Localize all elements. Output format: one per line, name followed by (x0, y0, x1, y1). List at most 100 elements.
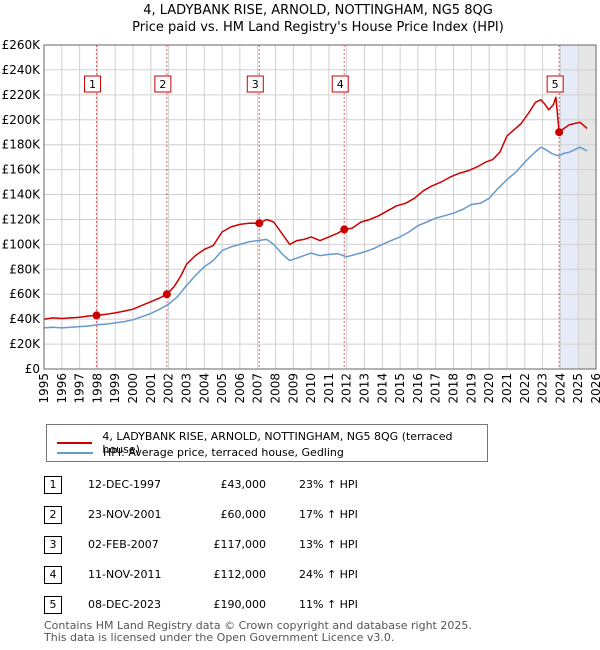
series-lines (43, 96, 588, 329)
sale-price: £60,000 (220, 508, 267, 521)
sale-number: 5 (44, 596, 62, 614)
hpi-line (43, 146, 588, 329)
sale-row: 1 12-DEC-1997 £43,000 23% ↑ HPI (44, 476, 564, 494)
footer-licence: This data is licensed under the Open Gov… (44, 631, 395, 644)
chart-subtitle: Price paid vs. HM Land Registry's House … (132, 20, 504, 35)
x-tick-label: 1997 (73, 373, 87, 404)
sale-number: 2 (44, 506, 62, 524)
sale-number-labels: 1 2 3 4 5 (84, 75, 564, 93)
sale-label-number: 4 (337, 78, 344, 91)
x-tick-label: 2022 (518, 373, 532, 404)
x-tick-label: 2013 (358, 373, 372, 404)
x-tick-label: 2005 (215, 373, 229, 404)
x-tick-label: 2011 (322, 373, 336, 404)
x-tick-label: 2008 (268, 373, 282, 404)
y-axis-ticks: £0 £20K £40K £60K £80K £100K £120K £140K £160K £1… (2, 38, 42, 376)
x-tick-label: 2002 (162, 373, 176, 404)
legend-hpi-swatch (57, 451, 93, 454)
x-tick-label: 2026 (589, 373, 600, 404)
sale-point (255, 219, 264, 228)
sale-label-box (84, 75, 102, 93)
x-tick-label: 2000 (126, 373, 140, 404)
sale-date: 11-NOV-2011 (88, 568, 162, 581)
x-tick-label: 2001 (144, 373, 158, 404)
x-tick-label: 2024 (553, 373, 567, 404)
plot-background (44, 45, 596, 369)
sale-row: 4 11-NOV-2011 £112,000 24% ↑ HPI (44, 566, 564, 584)
x-tick-label: 2021 (500, 373, 514, 404)
sale-row: 3 02-FEB-2007 £117,000 13% ↑ HPI (44, 536, 564, 554)
x-tick-label: 2017 (429, 373, 443, 404)
y-tick-label: £220K (2, 88, 42, 102)
x-tick-label: 1998 (90, 373, 104, 404)
legend-hpi-label: HPI: Average price, terraced house, Gedl… (103, 446, 344, 459)
sale-point (92, 311, 101, 320)
plot-area (44, 45, 596, 369)
y-tick-label: £180K (2, 138, 42, 152)
forecast-shading (577, 45, 596, 369)
sale-row: 5 08-DEC-2023 £190,000 11% ↑ HPI (44, 596, 564, 614)
property-price-line (43, 96, 588, 320)
x-tick-label: 2015 (393, 373, 407, 404)
plot-border (43, 44, 597, 370)
x-tick-label: 2003 (179, 373, 193, 404)
sale-point (162, 290, 171, 299)
x-tick-label: 2018 (447, 373, 461, 404)
sale-price: £43,000 (220, 478, 267, 491)
x-tick-label: 1999 (108, 373, 122, 404)
x-tick-label: 2025 (571, 373, 585, 404)
y-tick-label: £60K (9, 287, 41, 301)
footer: Contains HM Land Registry data © Crown c… (44, 620, 472, 644)
legend-property-swatch (57, 442, 93, 444)
x-tick-label: 2020 (482, 373, 496, 404)
x-tick-label: 2004 (197, 373, 211, 404)
x-tick-label: 1995 (37, 373, 51, 404)
x-tick-label: 2009 (286, 373, 300, 404)
x-tick-label: 2019 (464, 373, 478, 404)
x-tick-label: 2012 (340, 373, 354, 404)
y-tick-label: £140K (2, 188, 42, 202)
sale-number: 1 (44, 476, 62, 494)
sale-label-number: 2 (159, 78, 166, 91)
sale-date: 12-DEC-1997 (88, 478, 162, 491)
x-tick-label: 2007 (251, 373, 265, 404)
sale-label-number: 1 (89, 78, 96, 91)
sale-hpi-diff: 24% ↑ HPI (299, 568, 358, 581)
sale-label-box (331, 75, 349, 93)
sale-label-number: 5 (552, 78, 559, 91)
sale-hpi-diff: 17% ↑ HPI (299, 508, 358, 521)
y-tick-label: £100K (2, 237, 42, 251)
sale-price: £117,000 (213, 538, 267, 551)
x-axis-ticks: 1995 1996 1997 1998 1999 2000 2001 2002 2003 2004… (37, 373, 600, 404)
footer-copyright: Contains HM Land Registry data © Crown c… (44, 619, 472, 632)
sale-label-number: 3 (252, 78, 259, 91)
chart-title: 4, LADYBANK RISE, ARNOLD, NOTTINGHAM, NG… (143, 3, 493, 18)
y-tick-label: £160K (2, 163, 42, 177)
sale-price: £190,000 (213, 598, 267, 611)
x-tick-label: 2006 (233, 373, 247, 404)
sale-label-box (246, 75, 264, 93)
legend: 4, LADYBANK RISE, ARNOLD, NOTTINGHAM, NG… (46, 424, 488, 462)
legend-property-label: 4, LADYBANK RISE, ARNOLD, NOTTINGHAM, NG… (102, 430, 453, 456)
sale-date: 02-FEB-2007 (88, 538, 159, 551)
x-tick-label: 2010 (304, 373, 318, 404)
sale-number: 3 (44, 536, 62, 554)
sale-point (555, 128, 564, 137)
price-chart: 4, LADYBANK RISE, ARNOLD, NOTTINGHAM, NG… (2, 3, 600, 404)
recent-sale-shading (559, 45, 578, 369)
sale-shading (559, 45, 596, 369)
sale-date: 08-DEC-2023 (88, 598, 162, 611)
sale-hpi-diff: 23% ↑ HPI (299, 478, 358, 491)
legend-item-hpi: HPI: Average price, terraced house, Gedl… (57, 446, 344, 459)
y-tick-label: £240K (2, 63, 42, 77)
sale-hpi-diff: 13% ↑ HPI (299, 538, 358, 551)
sale-label-box (154, 75, 172, 93)
x-tick-label: 2016 (411, 373, 425, 404)
sale-number: 4 (44, 566, 62, 584)
y-tick-label: £260K (2, 38, 42, 52)
sale-hpi-diff: 11% ↑ HPI (299, 598, 358, 611)
sale-price: £112,000 (213, 568, 267, 581)
y-tick-label: £80K (9, 262, 41, 276)
x-tick-label: 1996 (55, 373, 69, 404)
y-tick-label: £120K (2, 212, 42, 226)
